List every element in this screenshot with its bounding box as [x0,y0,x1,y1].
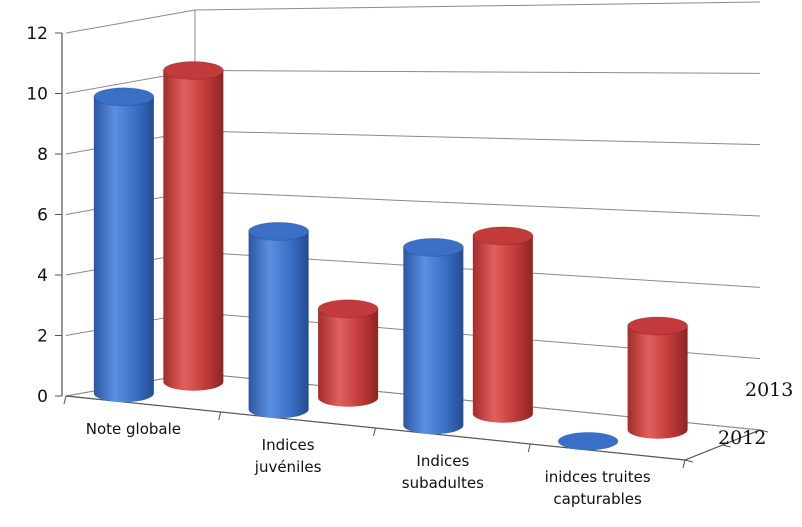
bar-2012-0-top [93,87,155,107]
bar-2012-2-top [402,237,464,257]
bar-2012-1 [248,221,310,419]
bar-2013-0-top [162,60,224,80]
x-tick-label-line: juvéniles [254,458,322,476]
bar-2012-0-body [93,96,154,403]
bar-2013-0 [162,60,224,391]
gridline-back-6 [194,191,761,217]
bar-2013-0-body [163,70,224,391]
gridline-back-10 [194,70,761,74]
gridline-left-12 [65,9,196,34]
x-tick-mark [218,411,222,421]
x-tick-label: Indices juvéniles [254,436,322,476]
bar-2013-1-top [317,299,379,319]
bar-2012-1-body [248,231,309,419]
y-tick-label: 4 [37,266,48,286]
bar-2012-3-disk [558,432,619,451]
x-tick-mark [527,443,531,453]
bar-2012-1-top [248,221,310,241]
x-tick-label-line: Note globale [86,420,181,438]
bar-2013-2-body [472,235,533,423]
y-tick-label: 2 [37,327,48,347]
y-tick-label: 8 [37,145,48,165]
x-tick-mark [682,459,686,469]
bar-2012-2-body [403,247,464,435]
y-tick-label: 6 [37,206,48,226]
x-tick-label: Note globale [86,420,181,438]
y-tick-label: 0 [37,387,48,407]
series-depth-label-2012: 2012 [718,427,766,449]
bar-2013-3 [627,316,689,439]
bar-2013-3-body [627,325,688,439]
bar-2013-2-top [472,226,534,246]
bar-2013-3-top [627,316,689,336]
bar-2013-1-body [318,308,379,407]
series-depth-label-2013: 2013 [745,379,793,401]
bar-2012-0 [93,87,155,403]
x-tick-mark [373,427,376,437]
gridline-back-8 [194,130,761,146]
bar-2013-1 [317,299,379,407]
depth-tick-mark [722,444,731,448]
y-tick-label: 10 [26,85,48,105]
depth-tick-mark [684,459,694,463]
bar-2013-2 [472,226,534,423]
x-tick-label-line: inidces truites [545,468,651,486]
x-tick-label-line: Indices [262,436,315,454]
x-tick-label-line: subadultes [402,474,484,492]
x-tick-mark [63,395,67,405]
depth-tick-mark [759,429,769,433]
x-tick-label: Indices subadultes [402,452,484,492]
x-tick-label-line: capturables [553,490,642,508]
x-tick-label-line: Indices [416,452,469,470]
gridline-back-12 [194,1,761,11]
y-tick-label: 12 [26,24,48,44]
bar-2012-3 [558,432,619,451]
chart-bars [93,60,689,451]
x-tick-label: inidces truites capturables [545,468,651,508]
bar-2012-2 [402,237,464,435]
